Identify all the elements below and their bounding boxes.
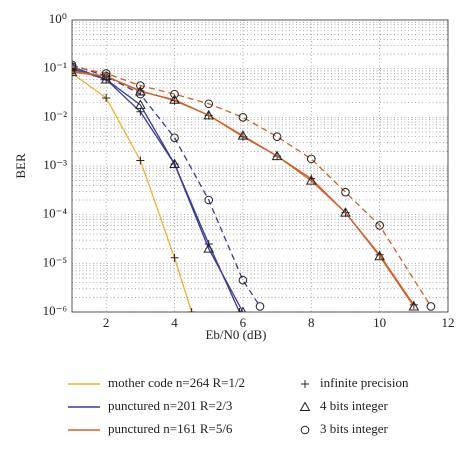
marker-circle — [375, 221, 384, 230]
marker-plus — [301, 380, 309, 388]
y-tick-label: 10⁰ — [49, 11, 67, 26]
series-line — [72, 71, 415, 307]
series-line — [72, 64, 261, 307]
y-tick-label: 10⁻⁶ — [43, 303, 67, 318]
legend-label: mother code n=264 R=1/2 — [108, 375, 245, 390]
x-tick-label: 6 — [240, 315, 247, 330]
y-tick-label: 10⁻⁵ — [43, 254, 67, 269]
marker-plus — [72, 66, 76, 75]
marker-triangle — [237, 130, 249, 140]
marker-circle — [272, 132, 282, 141]
x-tick-label: 8 — [308, 315, 315, 330]
marker-plus — [136, 156, 145, 165]
marker-triangle — [135, 99, 146, 109]
marker-circle — [170, 89, 179, 99]
y-tick-label: 10⁻³ — [43, 157, 67, 172]
marker-triangle — [100, 70, 112, 81]
marker-triangle — [305, 175, 317, 185]
marker-plus — [235, 308, 244, 312]
marker-plus — [102, 93, 111, 102]
series-line — [72, 72, 193, 312]
series-line — [72, 66, 432, 307]
marker-circle — [426, 302, 436, 311]
marker-triangle — [239, 306, 247, 312]
marker-circle — [341, 187, 350, 197]
y-tick-label: 10⁻⁴ — [43, 206, 68, 221]
series-line — [72, 68, 241, 312]
marker-circle — [204, 195, 214, 205]
marker-circle — [72, 62, 77, 71]
marker-triangle — [169, 158, 180, 168]
marker-triangle — [374, 250, 385, 261]
marker-triangle — [203, 243, 215, 253]
marker-circle — [238, 275, 248, 285]
x-tick-label: 10 — [373, 315, 386, 330]
marker-triangle — [271, 150, 283, 161]
plot-frame — [71, 19, 449, 313]
marker-circle — [136, 81, 145, 90]
marker-triangle — [203, 109, 215, 120]
plot-area — [72, 60, 436, 312]
marker-triangle — [408, 300, 420, 311]
marker-triangle — [72, 66, 78, 77]
y-tick-label: 10⁻¹ — [43, 60, 67, 75]
marker-circle — [306, 154, 316, 164]
legend-label: punctured n=201 R=2/3 — [108, 398, 232, 413]
series-line — [72, 70, 415, 306]
marker-triangle — [169, 94, 180, 104]
x-axis-label: Eb/N0 (dB) — [205, 327, 266, 342]
marker-plus — [72, 69, 76, 78]
marker-plus — [170, 253, 179, 262]
legend-label: 4 bits integer — [320, 398, 389, 413]
marker-circle — [101, 69, 111, 78]
marker-triangle — [135, 85, 146, 96]
y-axis-label: BER — [13, 153, 28, 179]
series-line — [72, 66, 244, 312]
marker-plus — [187, 308, 196, 312]
marker-triangle — [299, 401, 311, 411]
marker-circle — [238, 113, 248, 122]
marker-plus — [136, 107, 145, 116]
x-tick-label: 2 — [103, 315, 110, 330]
marker-plus — [72, 64, 76, 73]
marker-circle — [170, 133, 179, 143]
legend-label: 3 bits integer — [320, 421, 389, 436]
marker-circle — [255, 302, 265, 311]
marker-triangle — [340, 207, 351, 217]
legend-label: infinite precision — [320, 375, 409, 390]
y-tick-label: 10⁻² — [43, 108, 67, 123]
legend-label: punctured n=161 R=5/6 — [108, 421, 233, 436]
marker-circle — [204, 99, 214, 109]
x-tick-label: 12 — [442, 315, 455, 330]
marker-circle — [300, 425, 310, 435]
x-tick-label: 4 — [171, 315, 178, 330]
